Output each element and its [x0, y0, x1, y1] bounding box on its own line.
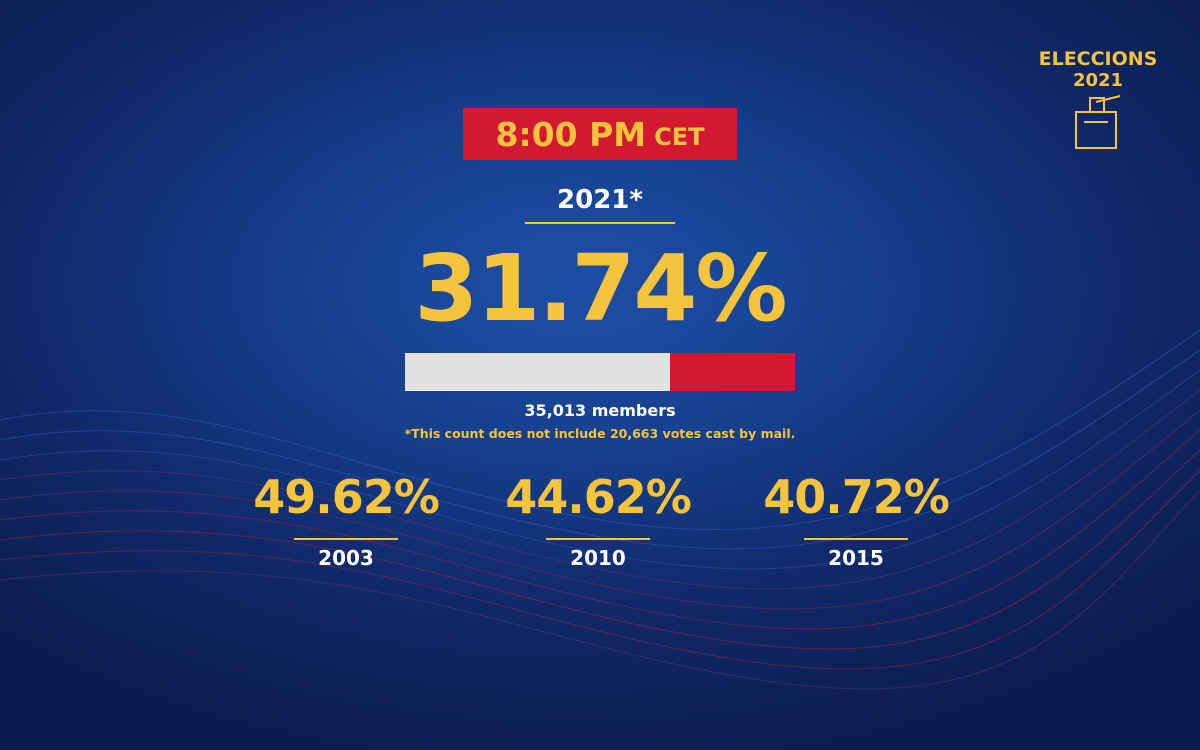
divider	[525, 222, 675, 224]
history-turnout: 49.62%	[253, 470, 440, 524]
progress-bar	[405, 353, 795, 391]
time-value: 8:00 PM	[495, 114, 647, 154]
divider	[546, 538, 650, 540]
history-turnout: 40.72%	[763, 470, 950, 524]
divider	[804, 538, 908, 540]
current-year: 2021*	[557, 185, 643, 215]
current-turnout: 31.74%	[414, 235, 787, 342]
time-zone: CET	[654, 122, 705, 151]
history-turnout: 44.62%	[505, 470, 692, 524]
members-count: 35,013 members	[524, 401, 676, 420]
badge-title: ELECCIONS	[1038, 48, 1158, 70]
footnote: *This count does not include 20,663 vote…	[404, 426, 796, 441]
time-box: 8:00 PM CET	[463, 108, 737, 160]
badge-year: 2021	[1072, 70, 1124, 91]
history-year: 2010	[570, 546, 626, 570]
history-year: 2003	[318, 546, 374, 570]
progress-fill	[405, 353, 670, 391]
divider	[294, 538, 398, 540]
progress-rest	[670, 353, 795, 391]
history-year: 2015	[828, 546, 884, 570]
